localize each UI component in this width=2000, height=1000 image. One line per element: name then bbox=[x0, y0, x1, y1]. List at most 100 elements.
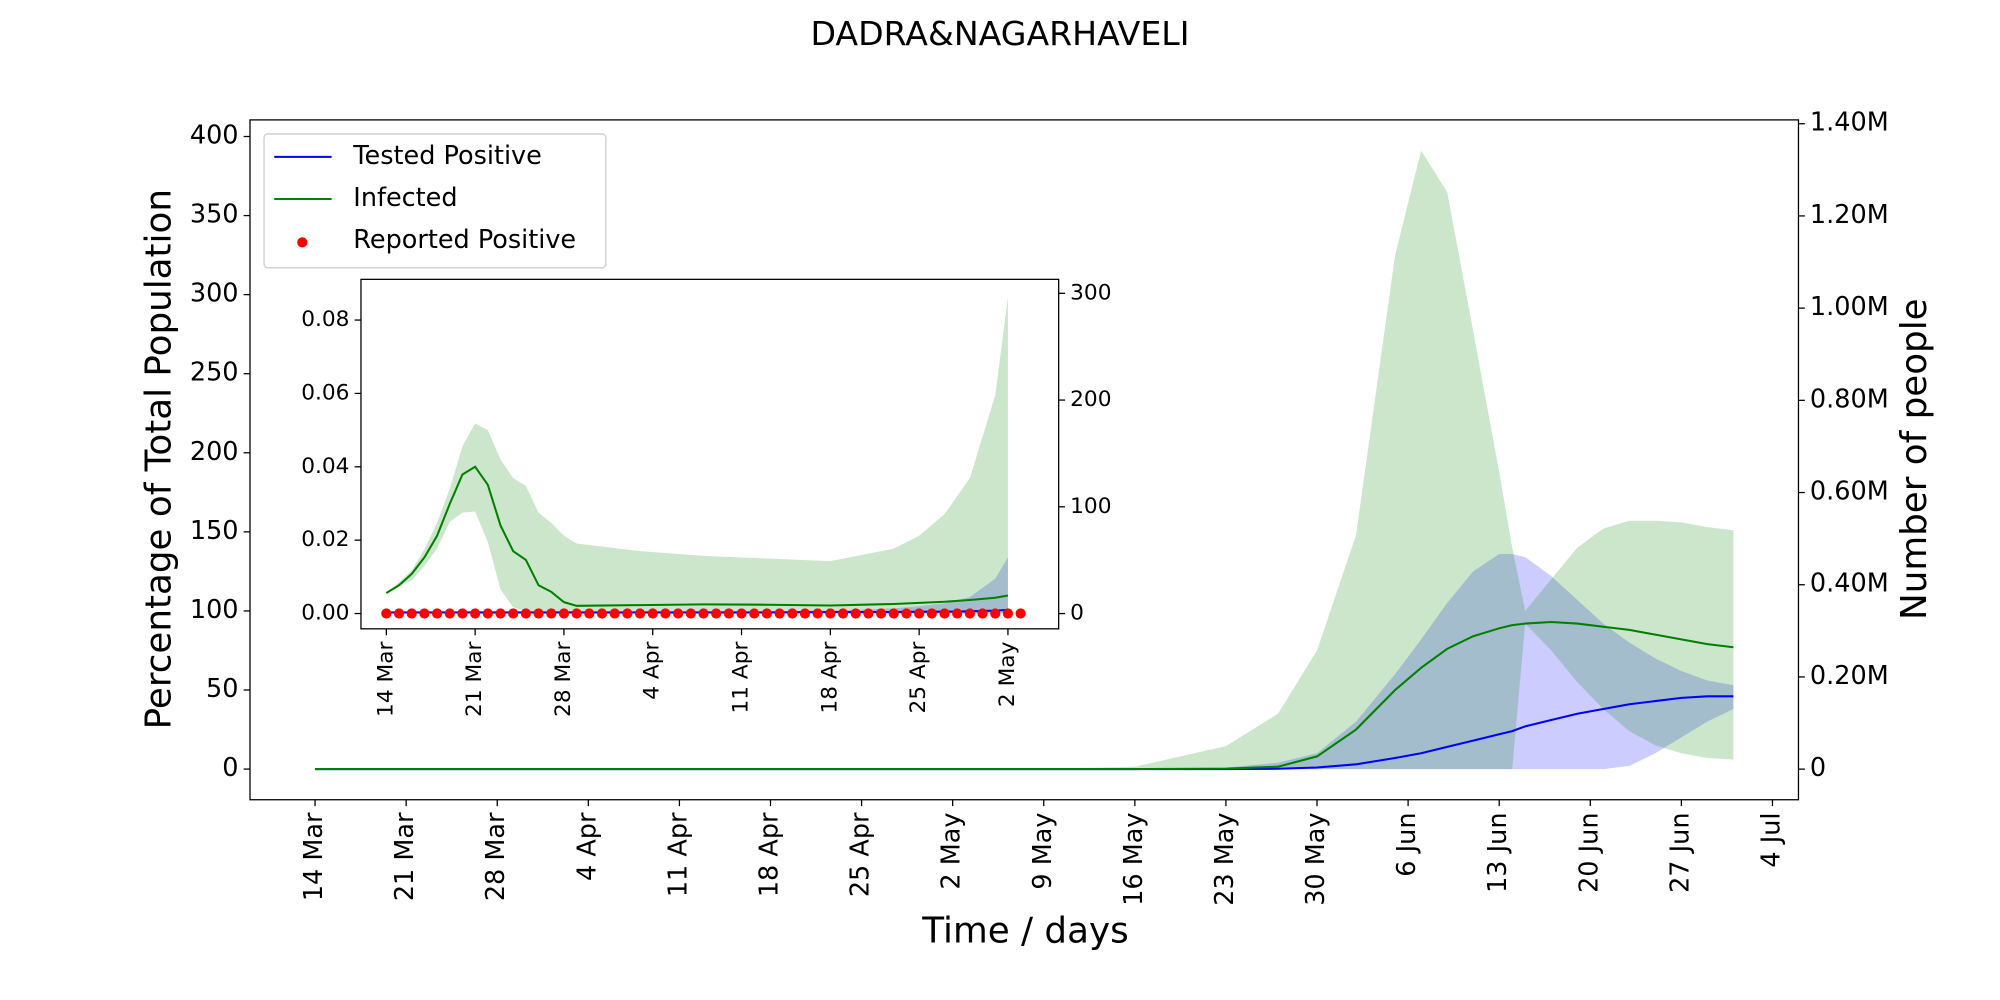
data-point bbox=[584, 608, 595, 619]
x-tick-label: 14 Mar bbox=[299, 812, 329, 901]
plot-frame bbox=[360, 278, 1060, 630]
x-tick-label: 18 Apr bbox=[817, 642, 842, 714]
y-tick-label: 200 bbox=[190, 437, 239, 467]
plot-background bbox=[360, 279, 1059, 629]
x-tick-label: 11 Apr bbox=[663, 812, 693, 897]
y2-tick-label: 0.40M bbox=[1810, 569, 1889, 599]
data-point bbox=[698, 608, 709, 619]
x-tick-label: 4 Apr bbox=[572, 812, 602, 881]
data-point bbox=[609, 608, 620, 619]
y2-tick-label: 0 bbox=[1070, 601, 1084, 626]
x-tick-label: 4 Apr bbox=[640, 641, 665, 699]
data-point bbox=[799, 608, 811, 619]
data-point bbox=[406, 608, 417, 619]
x-axis-label: Time / days bbox=[921, 910, 1128, 951]
data-point bbox=[914, 608, 925, 619]
y-tick-label: 150 bbox=[190, 516, 239, 546]
data-point bbox=[444, 608, 455, 619]
chart-title: DADRA&NAGARHAVELI bbox=[810, 14, 1189, 53]
x-tick-label: 25 Apr bbox=[846, 812, 876, 897]
x-tick-label: 23 May bbox=[1210, 813, 1240, 906]
data-point bbox=[508, 608, 519, 619]
legend-label: Reported Positive bbox=[353, 225, 576, 255]
data-point bbox=[850, 608, 861, 619]
y2-axis-label: Number of people bbox=[1894, 298, 1935, 620]
data-point bbox=[1015, 608, 1026, 619]
plot-frame bbox=[249, 119, 1800, 801]
data-point bbox=[812, 608, 823, 619]
y-axis-label: Percentage of Total Population bbox=[139, 189, 180, 729]
x-tick-label: 2 May bbox=[937, 813, 967, 890]
plot-area bbox=[315, 150, 1734, 771]
data-point bbox=[419, 608, 430, 619]
data-point bbox=[622, 608, 633, 619]
x-tick-label: 2 May bbox=[995, 641, 1020, 707]
y-tick-label: 0.06 bbox=[301, 380, 349, 405]
y2-tick-label: 0 bbox=[1810, 753, 1826, 783]
data-point bbox=[875, 608, 887, 619]
data-point bbox=[596, 608, 608, 619]
data-point bbox=[837, 608, 849, 619]
data-point bbox=[774, 608, 785, 619]
y-tick-label: 350 bbox=[190, 200, 239, 230]
data-point bbox=[457, 608, 468, 619]
y-tick-label: 50 bbox=[206, 674, 238, 704]
y2-tick-label: 100 bbox=[1070, 494, 1111, 519]
data-point bbox=[660, 608, 671, 619]
data-point bbox=[977, 608, 988, 619]
legend-box bbox=[263, 133, 607, 269]
y-tick-label: 250 bbox=[190, 358, 239, 388]
x-tick-label: 27 Jun bbox=[1665, 813, 1695, 893]
data-point bbox=[1002, 608, 1014, 619]
x-tick-label: 30 May bbox=[1301, 813, 1331, 906]
data-point bbox=[888, 608, 899, 619]
y2-tick-label: 200 bbox=[1070, 387, 1111, 412]
legend-label: Tested Positive bbox=[352, 141, 541, 171]
data-point bbox=[431, 608, 443, 619]
y2-tick-label: 1.40M bbox=[1810, 108, 1889, 138]
data-point bbox=[711, 608, 722, 619]
data-point bbox=[393, 608, 405, 619]
data-point bbox=[495, 608, 506, 619]
x-tick-label: 4 Jul bbox=[1756, 813, 1786, 868]
x-tick-label: 25 Apr bbox=[906, 642, 931, 714]
x-tick-label: 21 Mar bbox=[390, 812, 420, 901]
data-line bbox=[315, 620, 1734, 771]
y2-tick-label: 300 bbox=[1070, 280, 1111, 305]
x-tick-label: 14 Mar bbox=[373, 641, 398, 716]
y-tick-label: 300 bbox=[190, 279, 239, 309]
plot-area bbox=[381, 296, 1026, 619]
data-point bbox=[482, 608, 493, 619]
confidence-band bbox=[386, 557, 1008, 614]
data-point bbox=[381, 608, 392, 619]
data-point bbox=[470, 608, 481, 619]
y2-tick-label: 1.20M bbox=[1810, 200, 1889, 230]
x-tick-label: 28 Mar bbox=[481, 812, 511, 901]
data-point bbox=[901, 608, 912, 619]
data-point bbox=[964, 608, 975, 619]
x-tick-label: 18 Apr bbox=[754, 812, 784, 897]
confidence-band bbox=[315, 553, 1734, 770]
x-tick-label: 6 Jun bbox=[1392, 813, 1422, 877]
y2-tick-label: 0.80M bbox=[1810, 384, 1889, 414]
legend-label: Infected bbox=[353, 183, 457, 213]
data-point bbox=[990, 608, 1001, 619]
y-tick-label: 0.02 bbox=[301, 527, 349, 552]
x-tick-label: 21 Mar bbox=[462, 641, 487, 716]
data-point bbox=[939, 608, 950, 619]
confidence-band bbox=[315, 150, 1734, 770]
data-point bbox=[761, 608, 773, 619]
legend-marker bbox=[297, 237, 308, 248]
data-point bbox=[749, 608, 760, 619]
data-point bbox=[647, 608, 658, 619]
data-point bbox=[952, 608, 963, 619]
data-point bbox=[533, 608, 544, 619]
data-point bbox=[558, 608, 570, 619]
data-point bbox=[723, 608, 734, 619]
y2-tick-label: 1.00M bbox=[1810, 292, 1889, 322]
data-point bbox=[571, 608, 582, 619]
y-tick-label: 0.00 bbox=[301, 601, 349, 626]
y2-tick-label: 0.60M bbox=[1810, 477, 1889, 507]
